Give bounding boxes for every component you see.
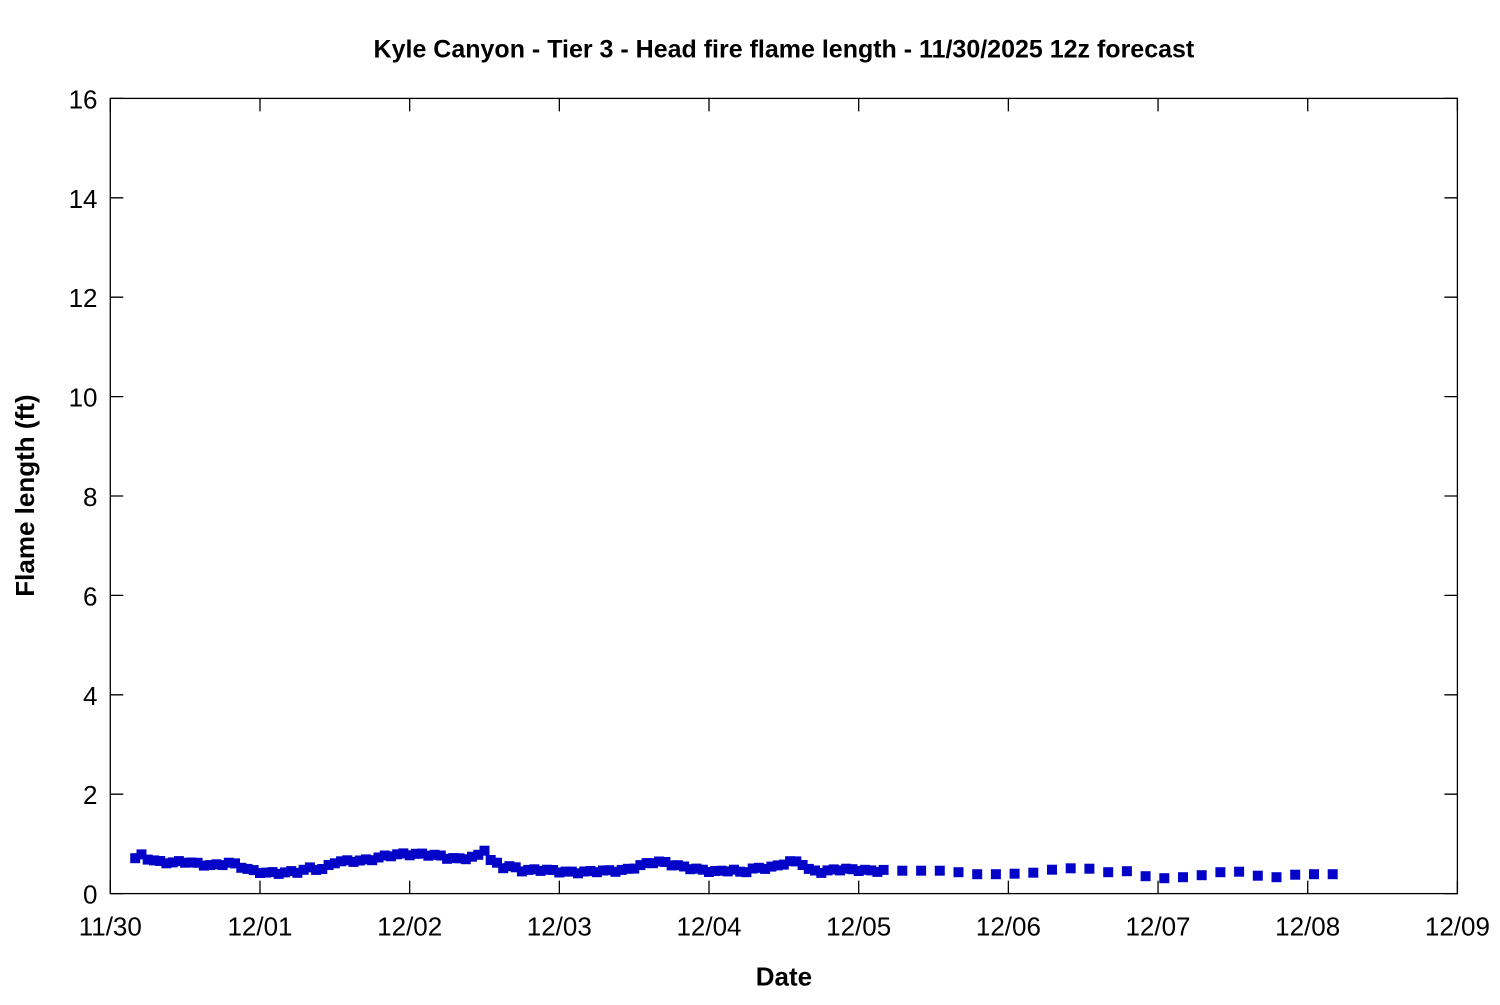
svg-text:2: 2: [83, 780, 97, 810]
svg-text:6: 6: [83, 581, 97, 611]
svg-text:Kyle Canyon - Tier 3 - Head fi: Kyle Canyon - Tier 3 - Head fire flame l…: [374, 36, 1195, 64]
svg-text:12/09: 12/09: [1425, 912, 1490, 942]
svg-text:12/03: 12/03: [527, 912, 592, 942]
svg-text:12/06: 12/06: [976, 912, 1041, 942]
svg-text:14: 14: [69, 184, 98, 214]
svg-text:12/01: 12/01: [227, 912, 292, 942]
svg-text:0: 0: [83, 880, 97, 910]
svg-text:12: 12: [69, 283, 98, 313]
svg-text:Date: Date: [756, 962, 812, 992]
svg-text:12/04: 12/04: [676, 912, 741, 942]
svg-text:8: 8: [83, 482, 97, 512]
svg-text:Flame length (ft): Flame length (ft): [10, 394, 40, 596]
svg-text:12/02: 12/02: [377, 912, 442, 942]
svg-text:11/30: 11/30: [79, 912, 142, 942]
svg-text:4: 4: [83, 681, 97, 711]
svg-text:10: 10: [69, 383, 98, 413]
svg-text:16: 16: [69, 84, 98, 114]
svg-text:12/07: 12/07: [1125, 912, 1190, 942]
svg-text:12/08: 12/08: [1275, 912, 1340, 942]
svg-text:12/05: 12/05: [826, 912, 891, 942]
